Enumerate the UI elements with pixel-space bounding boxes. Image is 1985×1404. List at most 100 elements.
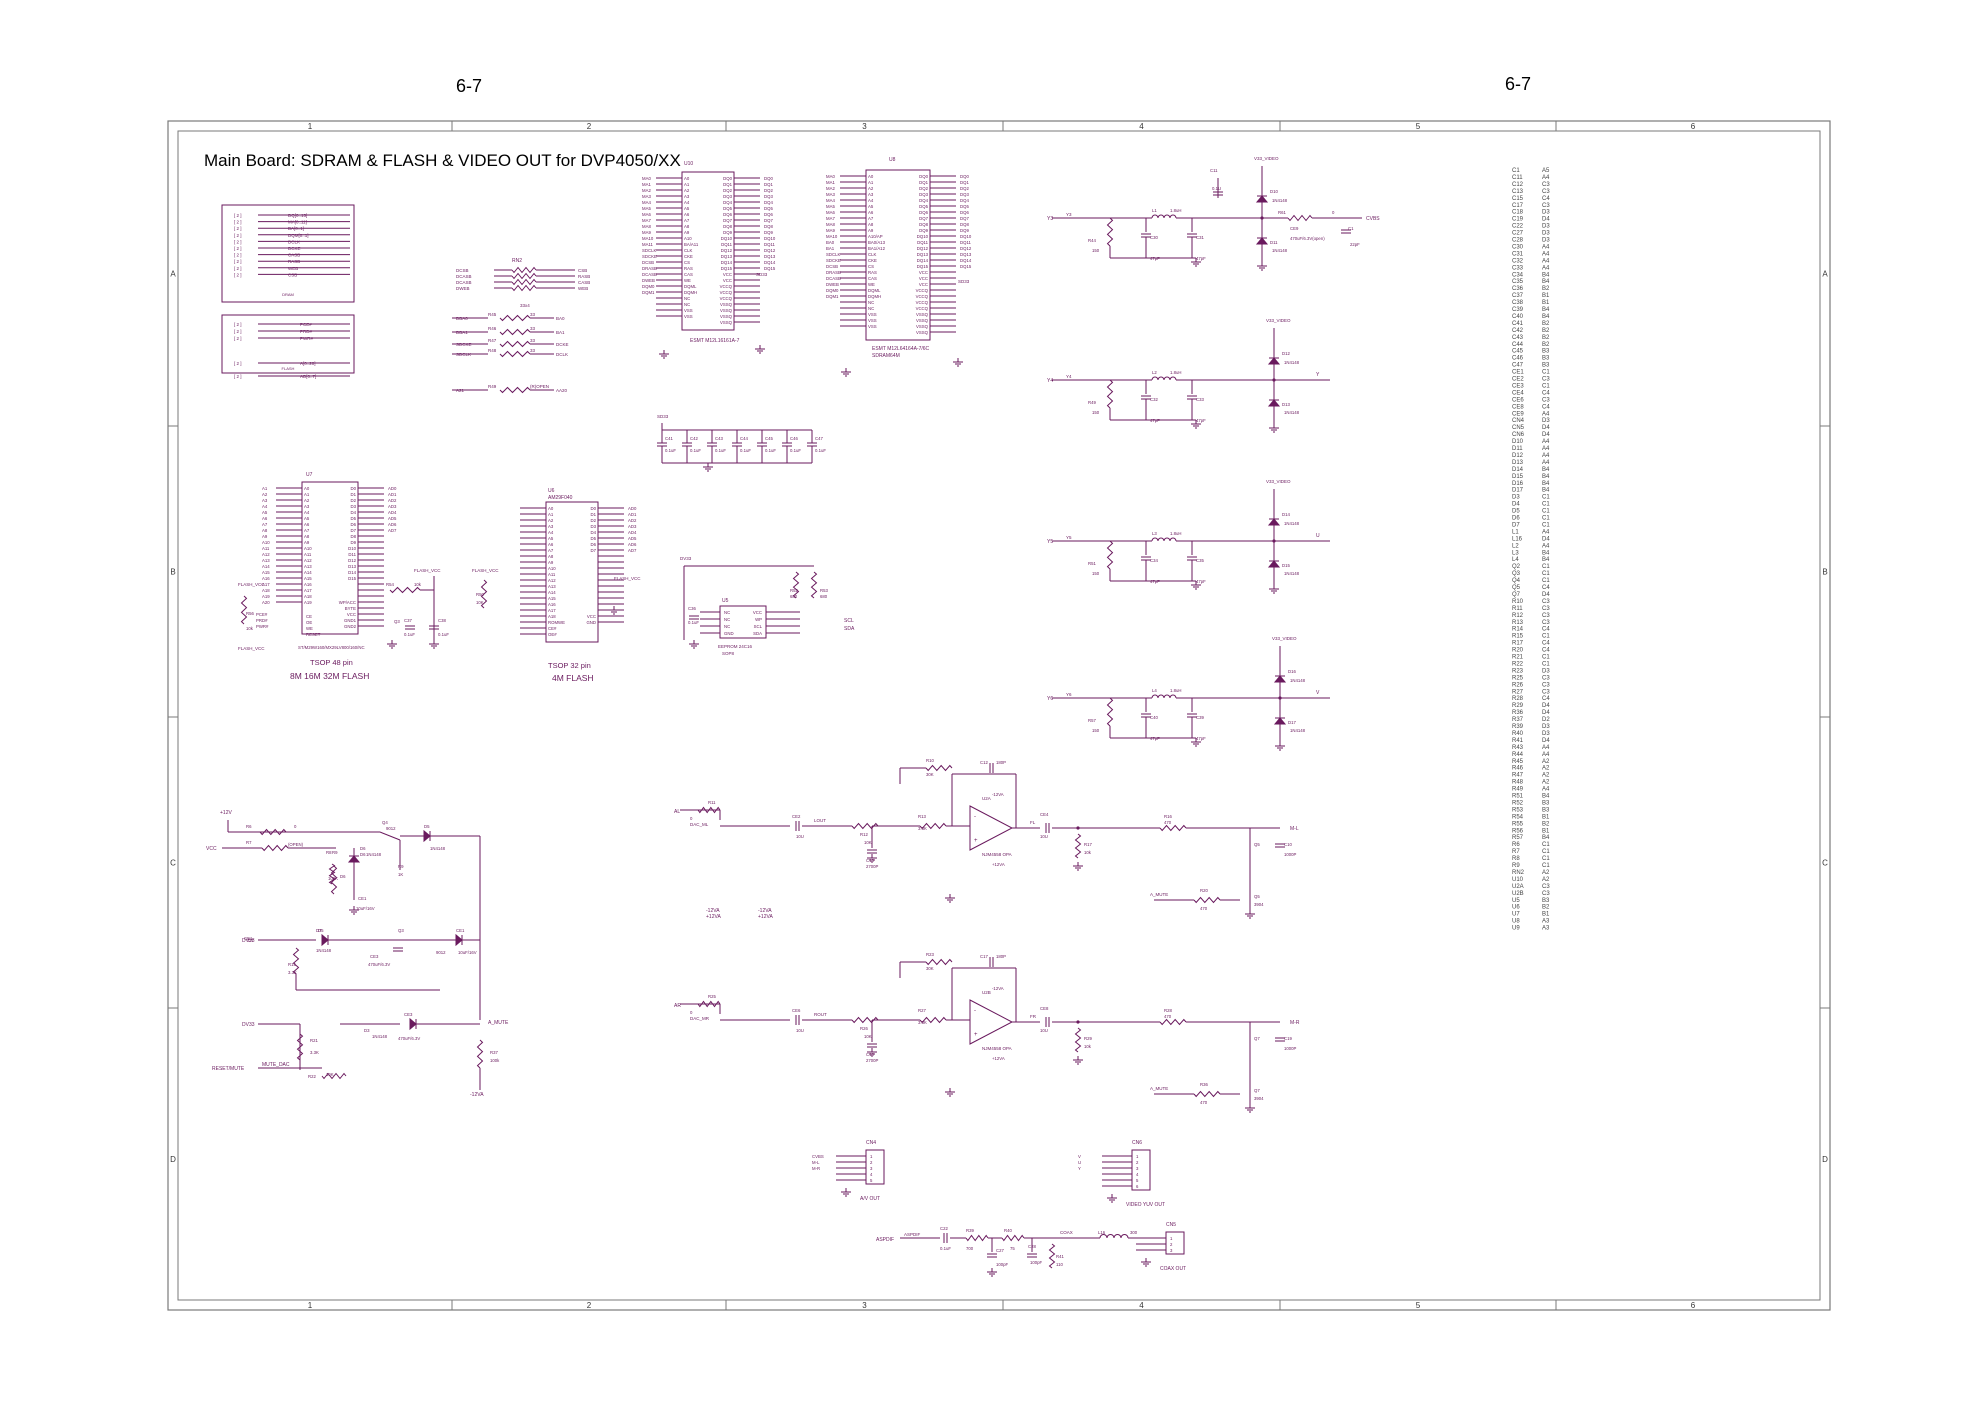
label: LOUT [814, 818, 826, 823]
label: M-R [812, 1166, 820, 1171]
series-resistor: SDCLKR4833DCLK [452, 348, 568, 358]
label: CE3 [370, 954, 379, 959]
bom-location: B1 [1542, 912, 1550, 918]
bom-ref: RN2 [1512, 870, 1525, 876]
label: C44 [740, 436, 748, 441]
net-label: A20 [262, 600, 270, 605]
label: C30 [1150, 235, 1158, 240]
pin-name: D7 [591, 548, 597, 553]
diode [455, 933, 463, 947]
bom-ref: R54 [1512, 814, 1524, 820]
bom-location: C1 [1542, 370, 1550, 376]
port-boxes: [ 2 ]DQ[0..15][ 2 ]MA[0..11][ 2 ]BA[0..1… [221, 204, 355, 379]
net-label: DQ6 [960, 210, 969, 215]
label: Q4 [382, 820, 388, 825]
pin-name: A2 [304, 498, 310, 503]
label: 150 [1092, 571, 1100, 576]
bom-ref: CE8 [1512, 404, 1524, 410]
label: VIDEO YUV OUT [1126, 1202, 1165, 1208]
label: L16 [1098, 1230, 1106, 1235]
pin-name: VSS [868, 318, 877, 323]
bom-location: A4 [1542, 175, 1550, 181]
label: NJM4558 OPA [982, 852, 1012, 857]
pin-name: CS [684, 260, 690, 265]
bom-ref: C45 [1512, 349, 1524, 355]
label: Y6 [1066, 692, 1072, 697]
label: 100k [490, 1058, 500, 1063]
label: SD33 [657, 414, 669, 419]
bom-location: D3 [1542, 418, 1550, 424]
label: D6 [360, 846, 366, 851]
label: C37 [404, 618, 412, 623]
net-label: A16 [262, 576, 270, 581]
bom-location: D3 [1542, 210, 1550, 216]
pin-name: DQ13 [721, 254, 733, 259]
resistor [1074, 833, 1082, 859]
label: 10k [414, 582, 422, 587]
label: D17 [1288, 720, 1296, 725]
label: U6 [548, 488, 555, 494]
pin-name: CLK [684, 248, 692, 253]
bom-location: C3 [1542, 599, 1550, 605]
bom-ref: C18 [1512, 210, 1524, 216]
pin-name: D2 [351, 498, 357, 503]
label: 3.3K [310, 1050, 319, 1055]
bom-location: A4 [1542, 439, 1550, 445]
pin-name: DQ8 [919, 222, 928, 227]
bom-location: D4 [1542, 703, 1550, 709]
label: 47pF [1150, 256, 1160, 261]
pin-name: A17 [304, 588, 312, 593]
pin-name: A16 [548, 602, 556, 607]
pin-name: A1 [304, 492, 310, 497]
label: R48 [488, 348, 497, 353]
pin-name: CAS [868, 276, 877, 281]
bom-ref: D3 [1512, 495, 1520, 501]
label: 0.1uF [438, 632, 449, 637]
net-label: A10 [262, 540, 270, 545]
label: 3904 [1254, 1096, 1264, 1101]
label: C45 [765, 436, 773, 441]
net-label: AD1 [388, 492, 397, 497]
bom-ref: CE1 [1512, 370, 1524, 376]
pin-name: A4 [304, 510, 310, 515]
u6-flash: U6AM29F040A0A1A2A3A4A5A6A7A8A9A10A11A12A… [472, 488, 641, 683]
audio-channel: ALR110DAC_MLCE210ULOUTR1210KC132700PR133… [674, 758, 1299, 919]
bom-ref: R41 [1512, 738, 1524, 744]
pin-name: D3 [351, 504, 357, 509]
label: R27 [918, 1008, 926, 1013]
pin-name: A6 [548, 542, 554, 547]
pin-name: DQ12 [721, 248, 733, 253]
pin-name: VSS [684, 308, 693, 313]
bom-location: A3 [1542, 919, 1550, 925]
label: 10k [246, 626, 254, 631]
pin-name: A4 [868, 198, 874, 203]
column-marker: 1 [308, 122, 313, 131]
column-marker: 6 [1691, 1301, 1696, 1310]
label: R54 [386, 582, 394, 587]
schematic-body: RN2 DCSB CSB DCASB RASB DCASB CASB DWEB WEB 33x4 D… [206, 156, 1380, 1277]
label: 3.3K [288, 970, 297, 975]
port-index: [ 2 ] [234, 220, 242, 225]
net-label: DQ5 [960, 204, 969, 209]
pin-name: A15 [304, 576, 312, 581]
bom-ref: U6 [1512, 905, 1520, 911]
label: ESMT M12L16161A-7 [690, 338, 740, 344]
net-label: MA2 [642, 188, 651, 193]
pin-name: D0 [351, 486, 357, 491]
label: U [1316, 533, 1320, 539]
bom-location: A2 [1542, 759, 1550, 765]
bom-location: B2 [1542, 328, 1550, 334]
label: V33_VIDEO [1266, 318, 1291, 323]
label: CE6 [792, 1008, 801, 1013]
pin-name: A14 [548, 590, 556, 595]
bom-location: C3 [1542, 884, 1550, 890]
bom-ref: C46 [1512, 356, 1524, 362]
label: R22 [308, 1074, 316, 1079]
label: CE3 [404, 1012, 413, 1017]
bom-ref: R37 [1512, 717, 1524, 723]
label: BA0 [556, 316, 565, 321]
bom-ref: U5 [1512, 898, 1520, 904]
label: CN4 [866, 1140, 876, 1146]
bom-location: C4 [1542, 196, 1550, 202]
bom-ref: CE2 [1512, 377, 1524, 383]
